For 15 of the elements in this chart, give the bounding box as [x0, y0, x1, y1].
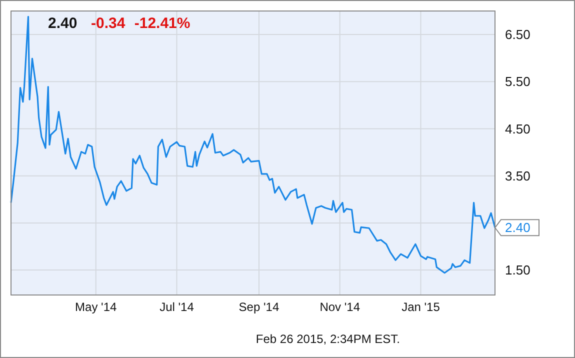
- y-tick-label: 5.50: [505, 74, 530, 90]
- y-tick-label: 6.50: [505, 27, 530, 42]
- x-tick-label: Nov '14: [320, 300, 360, 314]
- annotation: 2.40: [505, 220, 530, 236]
- line-series: [10, 16, 496, 274]
- x-tick-label: Sep '14: [238, 300, 280, 314]
- text: Feb 26 2015, 2:34PM EST.: [256, 332, 400, 346]
- x-tick-label: Jul '14: [160, 300, 194, 314]
- y-tick-label: 1.50: [505, 262, 530, 278]
- y-tick-label: 3.50: [505, 168, 530, 184]
- x-tick-label: May '14: [75, 300, 118, 314]
- x-tick-label: Jan '15: [402, 300, 440, 314]
- chart-subtitle: -0.34 -12.41%: [91, 15, 190, 32]
- y-tick-label: 4.50: [505, 121, 530, 136]
- chart-title: 2.40: [48, 15, 78, 32]
